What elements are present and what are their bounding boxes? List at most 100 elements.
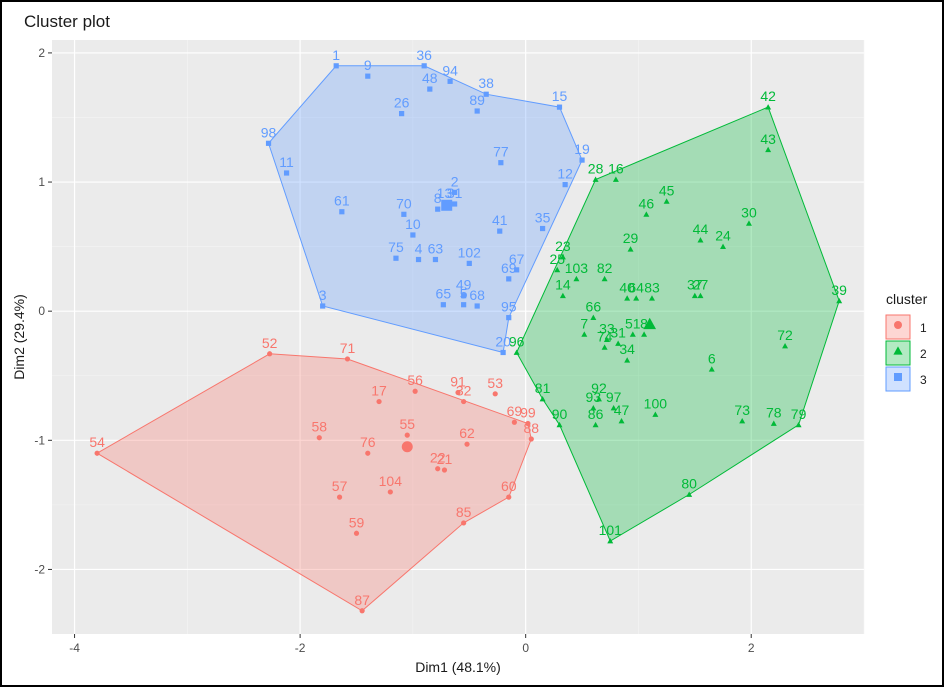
cluster-3-point bbox=[447, 78, 453, 84]
cluster-3-point bbox=[440, 302, 446, 308]
cluster-2-point-label: 82 bbox=[597, 260, 613, 276]
cluster-2-point bbox=[581, 331, 588, 337]
cluster-3-point-label: 95 bbox=[501, 299, 517, 315]
cluster-3-point-label: 20 bbox=[495, 333, 511, 349]
cluster-2-point-label: 27 bbox=[693, 277, 709, 293]
cluster-3-point-label: 4 bbox=[415, 241, 423, 257]
cluster-2-point-label: 39 bbox=[831, 282, 847, 298]
cluster-2-point-label: 78 bbox=[766, 405, 782, 421]
cluster-2-point bbox=[633, 295, 640, 301]
cluster-2-point-label: 40 bbox=[619, 279, 635, 295]
cluster-2-point-label: 29 bbox=[623, 230, 639, 246]
cluster-3-point bbox=[452, 201, 458, 207]
cluster-3-point-label: 63 bbox=[428, 241, 444, 257]
cluster-3-point-label: 10 bbox=[405, 216, 421, 232]
cluster-3-point-label: 41 bbox=[492, 212, 508, 228]
y-axis-title: Dim2 (29.4%) bbox=[11, 294, 27, 380]
cluster-2-point bbox=[782, 343, 789, 349]
cluster-2-point-label: 93 bbox=[586, 389, 602, 405]
cluster-2-point bbox=[601, 275, 608, 282]
cluster-2-point-label: 14 bbox=[555, 277, 571, 293]
cluster-2-point bbox=[697, 237, 704, 243]
cluster-2-point bbox=[697, 292, 704, 299]
cluster-2-point bbox=[663, 198, 670, 204]
cluster-2-point-label: 86 bbox=[588, 406, 604, 422]
cluster-2-hull bbox=[516, 106, 840, 542]
cluster-2-point-label: 7 bbox=[580, 315, 588, 331]
cluster-1-point-label: 32 bbox=[456, 383, 472, 399]
cluster-2-point bbox=[573, 275, 580, 282]
cluster-2-point-label: 34 bbox=[619, 341, 635, 357]
cluster-2-point bbox=[765, 104, 772, 110]
cluster-2-point-label: 73 bbox=[734, 402, 750, 418]
cluster-1-point-label: 104 bbox=[379, 473, 403, 489]
cluster-3-point bbox=[365, 73, 371, 79]
legend: cluster 1 2 3 bbox=[885, 291, 928, 392]
cluster-3-point bbox=[466, 260, 472, 266]
cluster-2-point bbox=[627, 246, 634, 252]
cluster-3-point-label: 75 bbox=[388, 239, 404, 255]
cluster-2-point bbox=[556, 421, 563, 428]
cluster-2-point bbox=[708, 366, 715, 372]
cluster-3-point-label: 3 bbox=[319, 287, 327, 303]
cluster-2-point-label: 51 bbox=[625, 315, 641, 331]
cluster-1-point bbox=[461, 520, 467, 526]
cluster-2-point bbox=[624, 357, 631, 363]
cluster-3-hull bbox=[267, 65, 583, 354]
cluster-1-point-label: 58 bbox=[311, 419, 327, 435]
cluster-1-point bbox=[525, 420, 531, 427]
cluster-2-point-label: 28 bbox=[588, 160, 604, 176]
cluster-1-point-label: 55 bbox=[399, 416, 415, 432]
cluster-2-point-label: 31 bbox=[610, 324, 626, 340]
cluster-3-point-label: 77 bbox=[493, 144, 509, 160]
cluster-2-point bbox=[595, 395, 602, 402]
cluster-2-point bbox=[559, 253, 566, 260]
grid-lines bbox=[52, 40, 865, 634]
cluster-2-point bbox=[770, 420, 777, 426]
cluster-3-point-label: 61 bbox=[334, 193, 350, 209]
cluster-2-point-label: 46 bbox=[639, 195, 655, 211]
cluster-3-point-label: 94 bbox=[442, 62, 458, 78]
cluster-2-point bbox=[691, 292, 698, 299]
cluster-2-point bbox=[610, 405, 617, 411]
cluster-3-point-label: 15 bbox=[552, 88, 568, 104]
cluster-2-point-label: 101 bbox=[599, 522, 623, 538]
cluster-3-point bbox=[483, 91, 489, 97]
cluster-2-point-label: 81 bbox=[535, 380, 551, 396]
y-tick-label: 2 bbox=[38, 46, 45, 60]
cluster-3-point-label: 8 bbox=[434, 190, 442, 206]
cluster-1-point bbox=[94, 450, 100, 456]
cluster-3-point bbox=[474, 303, 480, 309]
cluster-2-point bbox=[592, 421, 599, 428]
cluster-3-point bbox=[410, 232, 416, 238]
cluster-3-point bbox=[399, 111, 405, 117]
cluster-1-point bbox=[528, 436, 534, 442]
cluster-1-point-label: 91 bbox=[450, 374, 466, 390]
cluster-2-point-label: 103 bbox=[565, 260, 589, 276]
cluster-3-point-label: 98 bbox=[261, 124, 277, 140]
cluster-3-point bbox=[265, 140, 272, 146]
cluster-1-point bbox=[435, 466, 441, 472]
legend-label-2: 2 bbox=[920, 347, 927, 361]
cluster-2-point bbox=[643, 211, 650, 217]
cluster-2-point-label: 43 bbox=[760, 131, 776, 147]
cluster-1-point bbox=[267, 351, 273, 357]
cluster-3-point-label: 67 bbox=[509, 251, 525, 267]
cluster-3-point-label: 9 bbox=[364, 57, 372, 73]
legend-label-3: 3 bbox=[920, 373, 927, 387]
cluster-2-point bbox=[765, 146, 772, 153]
cluster-1-point bbox=[316, 435, 322, 441]
legend-marker-2 bbox=[893, 346, 903, 355]
cluster-2-point-label: 16 bbox=[608, 160, 624, 176]
cluster-3-point bbox=[427, 86, 433, 92]
cluster-1-point bbox=[359, 608, 365, 614]
cluster-3-point-label: 48 bbox=[422, 70, 438, 86]
cluster-3-point bbox=[562, 182, 568, 188]
cluster-2-point-label: 64 bbox=[628, 279, 644, 295]
data-points bbox=[94, 63, 843, 614]
cluster-3-point-label: 5 bbox=[460, 286, 468, 302]
cluster-2-point-label: 100 bbox=[644, 395, 668, 411]
cluster-2-point bbox=[592, 176, 599, 182]
cluster-2-point bbox=[686, 491, 693, 497]
